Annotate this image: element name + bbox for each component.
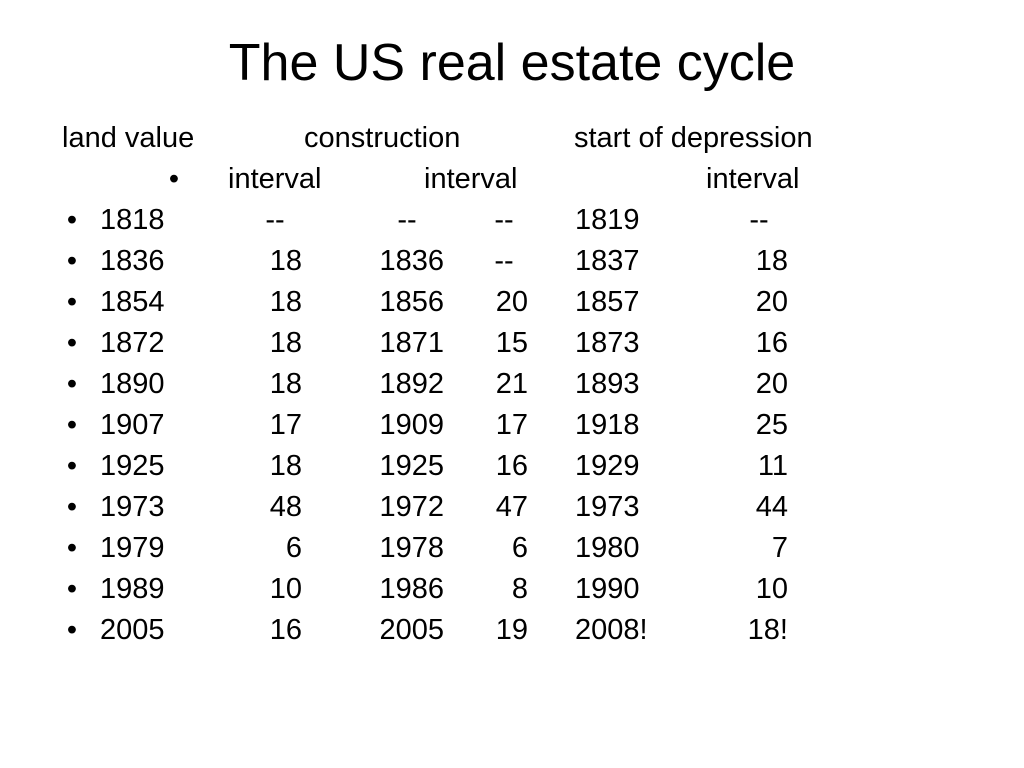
land-value-interval: 17	[269, 409, 302, 441]
construction-year: 1892	[379, 368, 444, 400]
construction-interval: 21	[495, 368, 528, 400]
depression-interval: 20	[755, 286, 788, 318]
table-row: • 1979 6 1978 6 1980 7	[0, 528, 1024, 568]
construction-interval: --	[494, 204, 514, 236]
construction-year: 1978	[379, 532, 444, 564]
bullet-icon: •	[66, 532, 78, 564]
depression-interval: 7	[771, 532, 788, 564]
land-value-year: 1890	[100, 368, 165, 400]
construction-year: 1871	[379, 327, 444, 359]
construction-year: 1856	[379, 286, 444, 318]
land-value-year: 2005	[100, 614, 165, 646]
land-value-interval: 16	[269, 614, 302, 646]
land-value-interval: 6	[285, 532, 302, 564]
column-header-row: land value construction start of depress…	[0, 118, 1024, 158]
depression-interval: 10	[755, 573, 788, 605]
land-value-interval: 10	[269, 573, 302, 605]
construction-year: 1986	[379, 573, 444, 605]
header-construction-interval: interval	[424, 163, 518, 195]
table-row: • 1818 -- -- -- 1819 --	[0, 200, 1024, 240]
land-value-year: 1989	[100, 573, 165, 605]
depression-year: 1837	[575, 245, 640, 277]
bullet-icon: •	[66, 286, 78, 318]
depression-year: 1857	[575, 286, 640, 318]
depression-interval: 18	[755, 245, 788, 277]
construction-year: --	[397, 204, 417, 236]
construction-interval: 47	[495, 491, 528, 523]
table-row: • 2005 16 2005 19 2008! 18!	[0, 610, 1024, 650]
construction-interval: 16	[495, 450, 528, 482]
table-row: • 1907 17 1909 17 1918 25	[0, 405, 1024, 445]
table-row: • 1989 10 1986 8 1990 10	[0, 569, 1024, 609]
land-value-interval: 18	[269, 286, 302, 318]
header-depression-interval: interval	[706, 163, 800, 195]
land-value-year: 1979	[100, 532, 165, 564]
table-row: • 1925 18 1925 16 1929 11	[0, 446, 1024, 486]
header-land-value: land value	[62, 122, 195, 154]
land-value-interval: 18	[269, 245, 302, 277]
land-value-year: 1925	[100, 450, 165, 482]
land-value-interval: 18	[269, 327, 302, 359]
construction-interval: 20	[495, 286, 528, 318]
land-value-interval: 18	[269, 368, 302, 400]
depression-year: 1893	[575, 368, 640, 400]
bullet-icon: •	[66, 368, 78, 400]
construction-interval: 6	[511, 532, 528, 564]
table-row: • 1973 48 1972 47 1973 44	[0, 487, 1024, 527]
bullet-icon: •	[66, 614, 78, 646]
depression-interval: --	[749, 204, 769, 236]
table-row: • 1854 18 1856 20 1857 20	[0, 282, 1024, 322]
header-start-of-depression: start of depression	[574, 122, 813, 154]
construction-year: 2005	[379, 614, 444, 646]
construction-year: 1909	[379, 409, 444, 441]
depression-interval: 20	[755, 368, 788, 400]
construction-interval: 17	[495, 409, 528, 441]
depression-interval: 18!	[747, 614, 788, 646]
interval-header-row: • interval interval interval	[0, 159, 1024, 199]
land-value-year: 1818	[100, 204, 165, 236]
land-value-year: 1973	[100, 491, 165, 523]
table-row: • 1836 18 1836 -- 1837 18	[0, 241, 1024, 281]
land-value-interval: 18	[269, 450, 302, 482]
construction-interval: 19	[495, 614, 528, 646]
land-value-interval: 48	[269, 491, 302, 523]
construction-year: 1972	[379, 491, 444, 523]
construction-year: 1925	[379, 450, 444, 482]
depression-year: 1929	[575, 450, 640, 482]
header-land-interval: interval	[228, 163, 322, 195]
land-value-year: 1836	[100, 245, 165, 277]
bullet-icon: •	[66, 491, 78, 523]
depression-year: 1873	[575, 327, 640, 359]
bullet-icon: •	[66, 409, 78, 441]
slide-title: The US real estate cycle	[228, 34, 796, 92]
depression-interval: 11	[757, 450, 788, 482]
depression-year: 1990	[575, 573, 640, 605]
table-row: • 1872 18 1871 15 1873 16	[0, 323, 1024, 363]
table-row: • 1890 18 1892 21 1893 20	[0, 364, 1024, 404]
bullet-icon: •	[66, 573, 78, 605]
depression-year: 1819	[575, 204, 640, 236]
bullet-icon: •	[66, 204, 78, 236]
depression-year: 1918	[575, 409, 640, 441]
depression-year: 1980	[575, 532, 640, 564]
land-value-year: 1854	[100, 286, 165, 318]
land-value-year: 1907	[100, 409, 165, 441]
depression-interval: 44	[755, 491, 788, 523]
depression-year: 1973	[575, 491, 640, 523]
construction-year: 1836	[379, 245, 444, 277]
land-value-interval: --	[265, 204, 285, 236]
depression-year: 2008!	[575, 614, 648, 646]
bullet-icon: •	[66, 245, 78, 277]
bullet-icon: •	[168, 163, 180, 195]
land-value-year: 1872	[100, 327, 165, 359]
bullet-icon: •	[66, 450, 78, 482]
depression-interval: 25	[755, 409, 788, 441]
construction-interval: 15	[495, 327, 528, 359]
construction-interval: --	[494, 245, 514, 277]
depression-interval: 16	[755, 327, 788, 359]
bullet-icon: •	[66, 327, 78, 359]
construction-interval: 8	[511, 573, 528, 605]
header-construction: construction	[304, 122, 461, 154]
